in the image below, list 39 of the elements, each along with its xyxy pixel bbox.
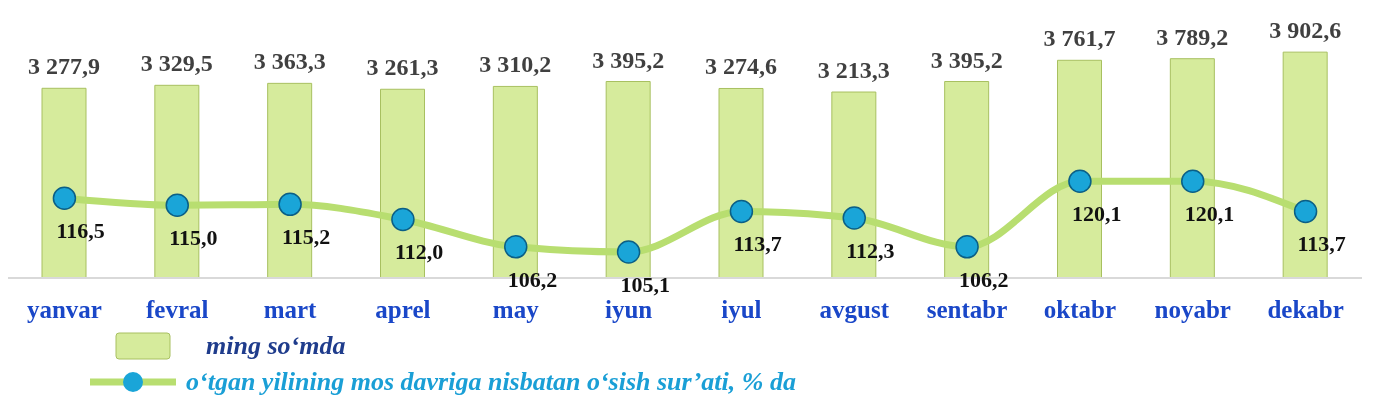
x-tick-label: oktabr: [1043, 295, 1117, 323]
x-tick-label: may: [492, 295, 540, 323]
data-label: 115,2: [282, 224, 331, 250]
data-label: 112,0: [394, 239, 444, 265]
data-label: 105,1: [620, 272, 671, 298]
x-tick-label: avgust: [819, 295, 890, 323]
x-tick-label: sentabr: [926, 295, 1008, 323]
bar: [605, 81, 651, 279]
data-label: 120,1: [1071, 201, 1122, 227]
data-label: 3 310,2: [479, 51, 552, 78]
data-label: 3 213,3: [817, 57, 890, 84]
data-label: 116,5: [56, 218, 105, 244]
data-label: 3 395,2: [592, 46, 665, 73]
x-tick-label: dekabr: [1267, 295, 1344, 323]
data-label: 113,7: [1297, 231, 1346, 257]
x-tick-label: fevral: [146, 295, 209, 323]
data-label: 106,2: [507, 266, 558, 292]
x-tick-label: aprel: [375, 295, 431, 323]
legend-label: ming so‘mda: [206, 331, 346, 361]
data-label: 3 902,6: [1269, 17, 1342, 44]
data-label: 3 329,5: [140, 50, 213, 77]
data-label: 3 274,6: [705, 53, 777, 80]
data-label: 112,3: [846, 238, 895, 264]
x-tick-label: iyun: [604, 295, 653, 323]
data-label: 115,0: [169, 225, 218, 251]
data-label: 3 363,3: [253, 48, 326, 75]
data-label: 106,2: [959, 266, 1009, 292]
data-label: 3 261,3: [366, 54, 439, 81]
data-label: 3 277,9: [28, 53, 100, 80]
data-label: 3 395,2: [930, 46, 1003, 73]
x-tick-label: mart: [263, 295, 318, 323]
data-label: 113,7: [733, 231, 782, 257]
data-label: 120,1: [1184, 201, 1235, 227]
x-tick-label: noyabr: [1154, 295, 1231, 323]
x-tick-label: yanvar: [26, 295, 102, 323]
legend-label: o‘tgan yilining mos davriga nisbatan o‘sish sur’ati, % da: [186, 367, 796, 397]
data-label: 3 789,2: [1156, 23, 1229, 50]
data-label: 3 761,7: [1043, 25, 1116, 52]
x-tick-label: iyul: [721, 295, 762, 323]
